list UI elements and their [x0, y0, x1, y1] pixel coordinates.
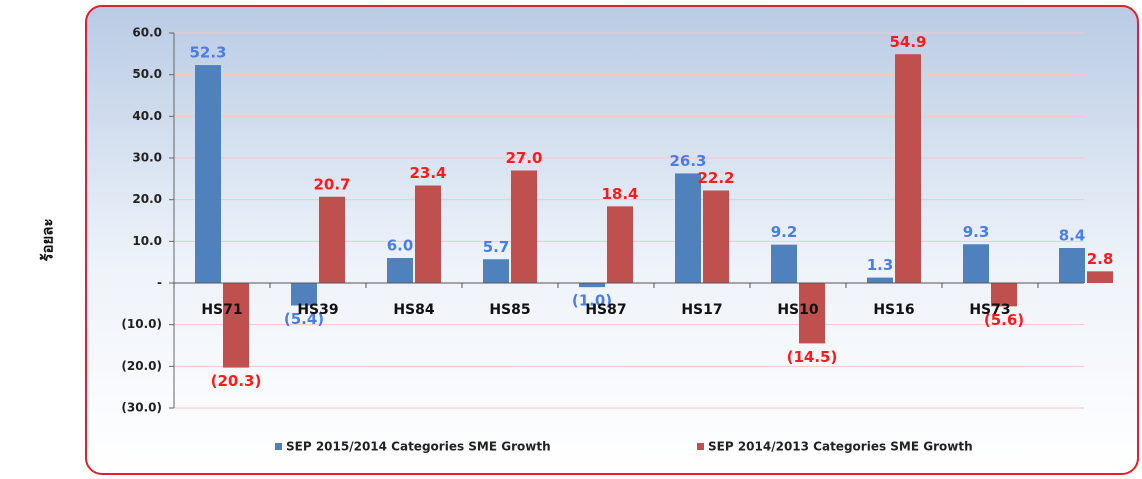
- data-label: 54.9: [889, 33, 926, 51]
- data-label: 23.4: [409, 164, 446, 182]
- y-tick-label: -: [157, 276, 162, 290]
- y-tick-label: 10.0: [132, 234, 162, 248]
- data-label: 6.0: [387, 237, 414, 255]
- legend-swatch: [697, 443, 704, 450]
- x-tick-label: HS71: [201, 302, 242, 318]
- x-tick-label: HS84: [393, 302, 435, 318]
- data-label: (14.5): [787, 348, 838, 366]
- bar: [415, 185, 441, 283]
- bar: [867, 277, 893, 283]
- data-label: (5.6): [984, 311, 1024, 329]
- data-label: 9.2: [771, 223, 798, 241]
- bar: [963, 244, 989, 283]
- data-label: (20.3): [211, 372, 262, 390]
- x-tick-label: HS73: [969, 302, 1010, 318]
- y-tick-label: 30.0: [132, 151, 162, 165]
- data-label: (5.4): [284, 310, 324, 328]
- bar: [291, 283, 317, 306]
- y-tick-label: 20.0: [132, 192, 162, 206]
- x-tick-label: HS87: [585, 302, 626, 318]
- y-tick-label: 40.0: [132, 109, 162, 123]
- y-axis-label: ร้อยละ: [39, 218, 57, 261]
- bar: [195, 65, 221, 283]
- x-tick-label: HS16: [873, 302, 914, 318]
- y-tick-label: 60.0: [132, 26, 162, 40]
- bar: [387, 258, 413, 283]
- x-tick-label: HS17: [681, 302, 722, 318]
- bar: [579, 283, 605, 288]
- bar: [511, 170, 537, 283]
- legend-label: SEP 2015/2014 Categories SME Growth: [286, 440, 551, 454]
- data-label: 18.4: [601, 185, 638, 203]
- legend-label: SEP 2014/2013 Categories SME Growth: [708, 440, 973, 454]
- data-label: 27.0: [505, 149, 542, 167]
- data-label: 20.7: [313, 175, 350, 193]
- data-label: 2.8: [1087, 250, 1114, 268]
- bar: [675, 173, 701, 283]
- bar: [607, 206, 633, 283]
- data-label: 8.4: [1059, 227, 1086, 245]
- y-tick-label: (30.0): [121, 401, 162, 415]
- x-tick-label: HS85: [489, 302, 530, 318]
- data-label: 52.3: [189, 44, 226, 62]
- data-label: 1.3: [867, 256, 894, 274]
- data-label: 22.2: [697, 169, 734, 187]
- bar: [991, 283, 1017, 307]
- y-tick-label: (20.0): [121, 359, 162, 373]
- bar: [223, 283, 249, 368]
- x-tick-label: HS39: [297, 302, 338, 318]
- bar: [483, 259, 509, 283]
- bar: [895, 54, 921, 283]
- y-tick-label: 50.0: [132, 67, 162, 81]
- y-tick-label: (10.0): [121, 317, 162, 331]
- bar: [771, 244, 797, 283]
- data-label: 5.7: [483, 238, 510, 256]
- bar: [1059, 248, 1085, 283]
- legend-swatch: [275, 443, 282, 450]
- bar: [319, 196, 345, 283]
- bar: [799, 283, 825, 344]
- bar: [703, 190, 729, 283]
- x-tick-label: HS10: [777, 302, 819, 318]
- bar: [1087, 271, 1113, 283]
- data-label: 26.3: [669, 152, 706, 170]
- data-label: 9.3: [963, 223, 990, 241]
- data-label: (1.0): [572, 292, 612, 310]
